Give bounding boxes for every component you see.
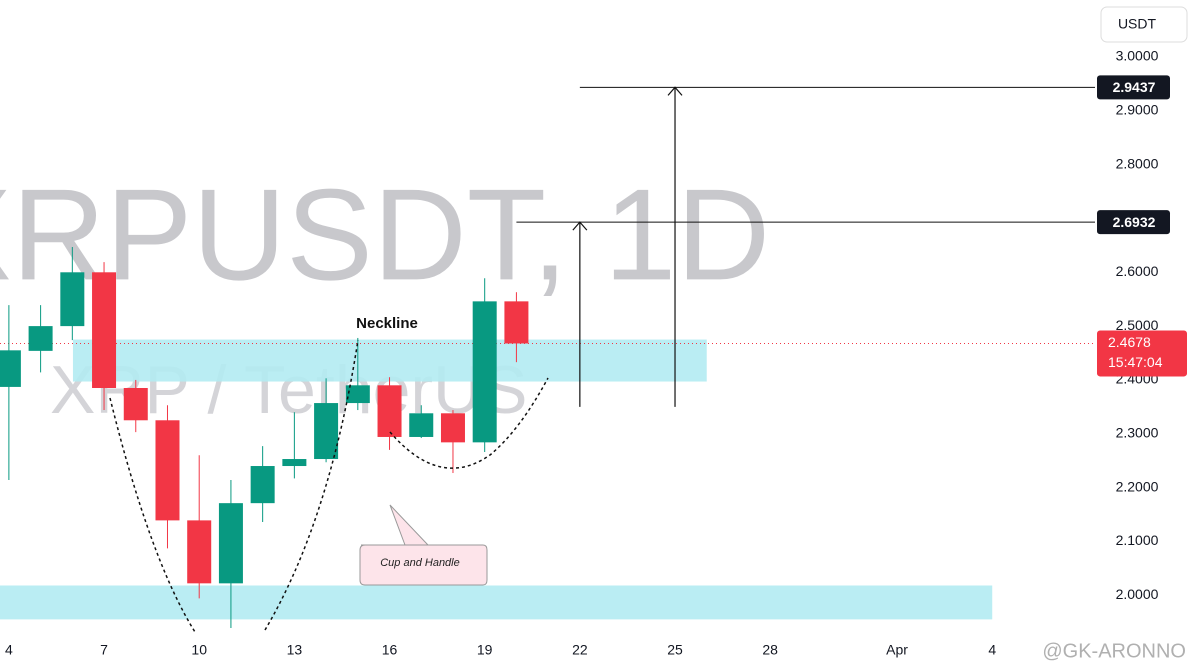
- neckline-label: Neckline: [356, 315, 418, 332]
- cup-curve: [264, 339, 359, 631]
- callout: [359, 504, 488, 586]
- x-tick-label: 7: [100, 642, 108, 658]
- x-tick-label: 28: [762, 642, 778, 658]
- candle-body: [92, 272, 117, 388]
- candle-body: [218, 503, 243, 584]
- x-tick-label: 4: [5, 642, 13, 658]
- cup-curve: [109, 397, 196, 633]
- handle-curve: [389, 377, 549, 469]
- candle-body: [155, 420, 180, 521]
- currency-label: USDT: [1118, 16, 1157, 32]
- zone: [72, 339, 707, 382]
- candle-body: [0, 350, 21, 387]
- countdown-label: 15:47:04: [1108, 354, 1163, 370]
- current-price-tag: [1097, 330, 1187, 377]
- x-tick-label: 10: [191, 642, 207, 658]
- candle-body: [504, 301, 529, 344]
- candle-body: [28, 326, 53, 351]
- y-tick-label: 2.0000: [1116, 586, 1159, 602]
- candle-body: [282, 459, 307, 467]
- candle-body: [472, 301, 497, 443]
- price-tag-label: 2.9437: [1113, 79, 1156, 95]
- y-tick-label: 2.8000: [1116, 155, 1159, 171]
- y-tick-label: 2.9000: [1116, 102, 1159, 118]
- x-tick-label: 4: [988, 642, 996, 658]
- x-tick-label: 13: [287, 642, 303, 658]
- y-tick-label: 3.0000: [1116, 48, 1159, 64]
- arrow-head: [572, 221, 588, 231]
- y-tick-label: 2.6000: [1116, 263, 1159, 279]
- price-tag: [1097, 210, 1170, 235]
- zone: [0, 585, 993, 620]
- y-tick-label: 2.5000: [1116, 317, 1159, 333]
- candle-body: [250, 466, 275, 504]
- symbol-watermark: XRPUSDT, 1D: [0, 161, 770, 307]
- x-tick-label: Apr: [886, 642, 908, 658]
- candle-body: [60, 272, 85, 327]
- price-tag: [1097, 75, 1170, 100]
- candle-body: [187, 520, 212, 584]
- price-tag-label: 2.6932: [1113, 214, 1156, 230]
- candle-body: [345, 385, 370, 404]
- pattern-label: Cup and Handle: [380, 557, 460, 569]
- x-tick-label: 22: [572, 642, 588, 658]
- currency-box: [1100, 6, 1188, 43]
- watermark: @GK-ARONNO: [1042, 640, 1186, 662]
- current-price-label: 2.4678: [1108, 334, 1151, 350]
- candle-body: [440, 413, 465, 443]
- y-tick-label: 2.1000: [1116, 532, 1159, 548]
- candle-body: [123, 387, 148, 421]
- candle-body: [409, 413, 434, 437]
- candle-body: [314, 403, 339, 460]
- y-tick-label: 2.2000: [1116, 478, 1159, 494]
- x-tick-label: 16: [382, 642, 398, 658]
- x-tick-label: 25: [667, 642, 683, 658]
- candle-body: [377, 385, 402, 437]
- arrow-head: [667, 86, 683, 96]
- x-tick-label: 19: [477, 642, 493, 658]
- y-tick-label: 2.3000: [1116, 424, 1159, 440]
